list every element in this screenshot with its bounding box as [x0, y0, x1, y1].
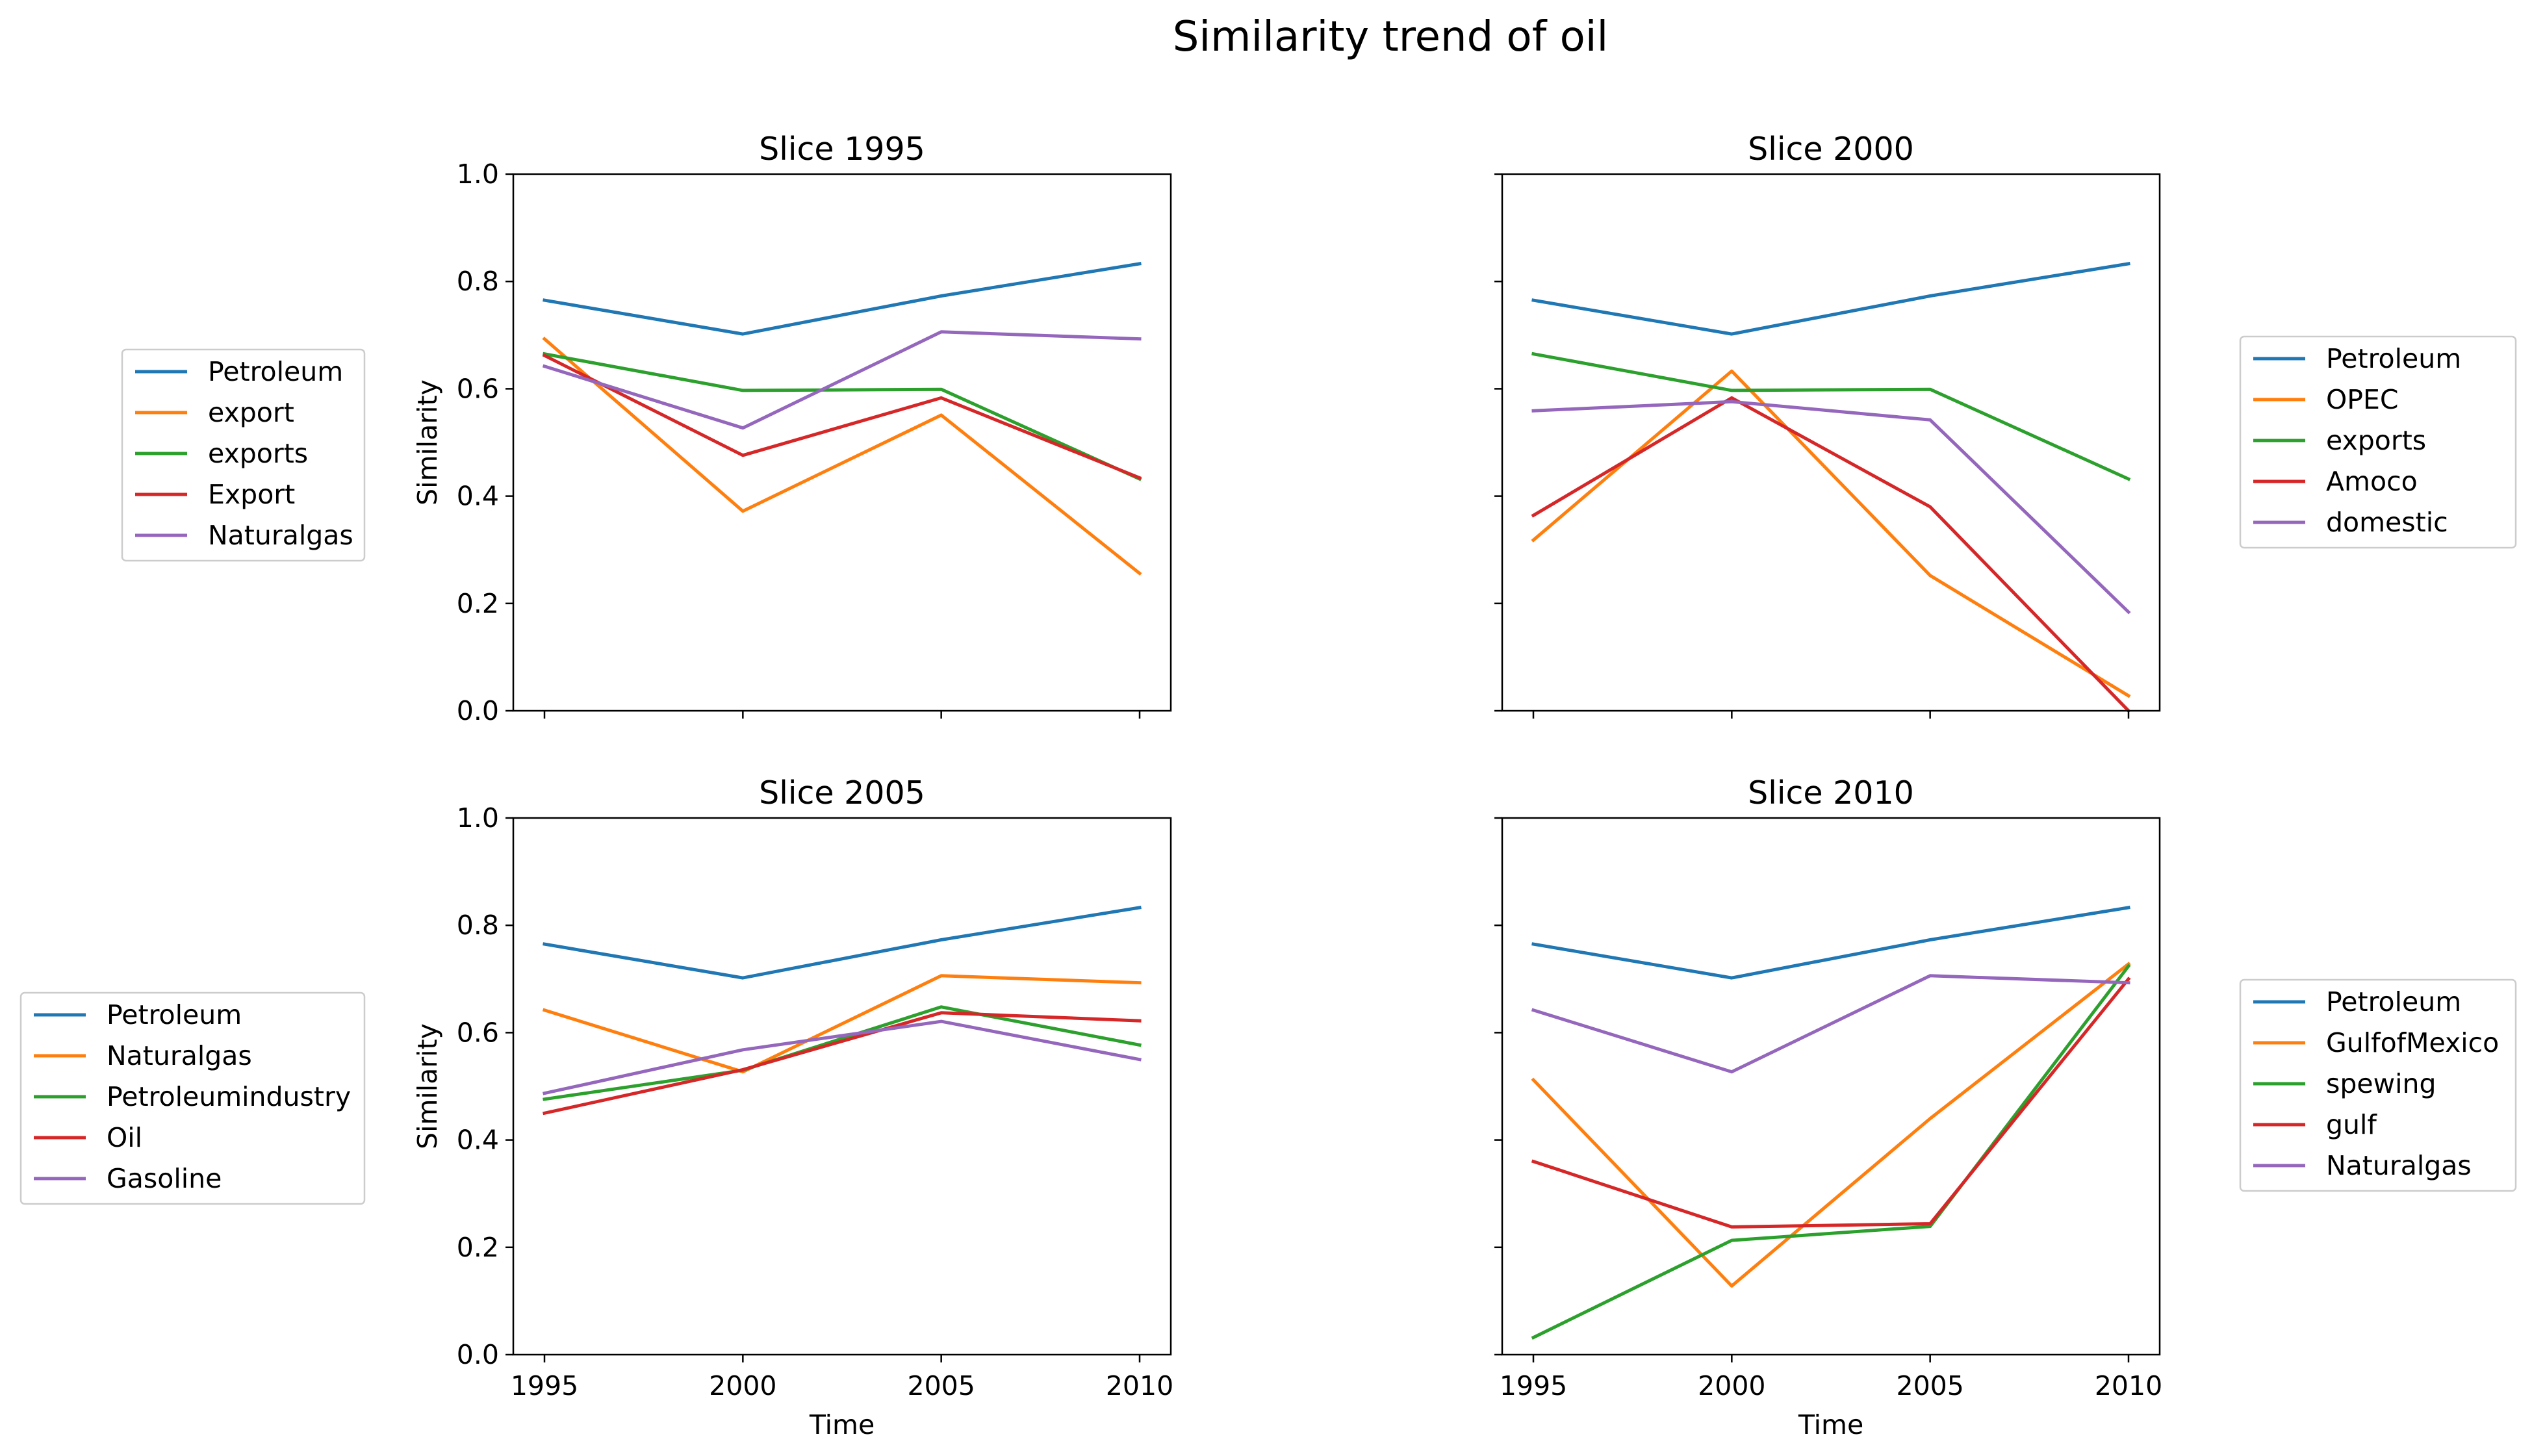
legend-label: GulfofMexico [2326, 1027, 2499, 1058]
x-tick-label: 2005 [907, 1370, 975, 1401]
legend-label: OPEC [2326, 384, 2399, 415]
x-tick-label: 2005 [1896, 1370, 1963, 1401]
legend-label: Naturalgas [2326, 1150, 2472, 1181]
legend-label: Petroleum [2326, 986, 2461, 1017]
series-line-gulfofmexico [1531, 962, 2131, 1288]
series-line-domestic [1531, 400, 2131, 615]
legend: Petroleum export exports Export Naturalgas [121, 348, 366, 562]
subplot-slice-2000: Slice 2000 Petroleum OPEC exports Amoco domes… [1494, 131, 2517, 719]
y-tick-label: 0.8 [457, 910, 499, 941]
legend-box [19, 991, 366, 1205]
legend-label: Export [208, 479, 295, 510]
legend-label: Petroleumindustry [107, 1081, 351, 1112]
legend-label: export [208, 397, 294, 428]
y-tick-label: 0.8 [457, 266, 499, 297]
x-tick-label: 2010 [2095, 1370, 2162, 1401]
series-line-gasoline [543, 1019, 1142, 1095]
legend-label: Petroleum [107, 999, 242, 1030]
series-line-naturalgas [542, 330, 1142, 430]
subplot-title: Slice 2000 [1748, 131, 1914, 168]
subplot-slice-2010: 1995 2000 2005 2010 Slice 2010 Time Petroleum G… [1494, 774, 2517, 1440]
y-axis-label: Similarity [412, 1023, 443, 1149]
legend: Petroleum Naturalgas Petroleumindustry Oil G… [19, 991, 366, 1205]
series-line-naturalgas [542, 974, 1142, 1074]
x-tick-label: 2000 [709, 1370, 776, 1401]
series-line-gulf [1531, 977, 2131, 1229]
y-tick-label: 1.0 [457, 159, 499, 190]
y-tick-label: 0.4 [457, 481, 499, 512]
series-line-petroleum [1531, 906, 2130, 980]
series-group [1531, 906, 2131, 1340]
x-axis-label: Time [809, 1409, 875, 1440]
series-line-exports [1531, 351, 2131, 481]
legend-label: Petroleum [208, 356, 343, 387]
y-tick-label: 1.0 [457, 802, 499, 834]
legend: Petroleum OPEC exports Amoco domestic [2239, 335, 2517, 549]
legend-label: spewing [2326, 1068, 2436, 1099]
y-tick-label: 0.4 [457, 1125, 499, 1156]
subplot-slice-1995: 0.0 0.2 0.4 0.6 0.8 1.0 Slice 1995 Similarity Pe… [121, 131, 1172, 726]
legend-label: Naturalgas [208, 520, 353, 551]
y-tick-label: 0.6 [457, 373, 499, 404]
x-tick-label: 1995 [511, 1370, 578, 1401]
series-line-export [542, 353, 1142, 480]
legend-label: Naturalgas [107, 1040, 252, 1071]
legend-label: domestic [2326, 507, 2448, 538]
legend-label: Petroleum [2326, 343, 2461, 374]
series-line-spewing [1531, 964, 2131, 1340]
legend-label: exports [2326, 425, 2426, 456]
legend-box [121, 348, 366, 562]
series-line-exports [543, 351, 1142, 481]
axes-frame [512, 173, 1172, 712]
subplot-title: Slice 2005 [759, 774, 925, 811]
x-tick-label: 2010 [1106, 1370, 1173, 1401]
axes-frame [1501, 817, 2161, 1356]
legend-box [2239, 978, 2517, 1192]
legend-label: exports [208, 438, 308, 469]
legend-label: Gasoline [107, 1163, 222, 1194]
legend-label: Amoco [2326, 466, 2418, 497]
series-group [542, 906, 1142, 1116]
axes-frame [1501, 173, 2161, 712]
subplot-title: Slice 1995 [759, 131, 925, 168]
series-line-export [542, 337, 1142, 576]
series-line-petroleum [1531, 262, 2130, 336]
legend-label: gulf [2326, 1109, 2377, 1140]
y-tick-label: 0.0 [457, 1339, 499, 1370]
axes-frame [512, 817, 1172, 1356]
series-group [542, 262, 1142, 576]
y-tick-label: 0.0 [457, 695, 499, 726]
legend-box [2239, 335, 2517, 549]
series-group [1531, 262, 2131, 712]
figure-title: Similarity trend of oil [1173, 13, 1609, 61]
series-line-petroleum [543, 906, 1142, 980]
legend-label: Oil [107, 1122, 142, 1153]
y-tick-label: 0.2 [457, 588, 499, 619]
series-line-amoco [1531, 396, 2131, 712]
x-axis-label: Time [1798, 1409, 1863, 1440]
x-tick-label: 1995 [1500, 1370, 1567, 1401]
series-line-petroleum [543, 262, 1142, 336]
x-tick-label: 2000 [1698, 1370, 1765, 1401]
series-line-petroleumindustry [543, 1005, 1142, 1101]
legend: Petroleum GulfofMexico spewing gulf Naturalg… [2239, 978, 2517, 1192]
y-tick-label: 0.6 [457, 1017, 499, 1048]
series-line-oil [543, 1011, 1142, 1116]
subplot-slice-2005: 0.0 0.2 0.4 0.6 0.8 1.0 1995 2000 2005 2010 Slice … [19, 774, 1173, 1440]
y-axis-label: Similarity [412, 379, 443, 505]
y-tick-label: 0.2 [457, 1232, 499, 1263]
series-line-naturalgas [1531, 974, 2130, 1074]
subplot-title: Slice 2010 [1748, 774, 1914, 811]
